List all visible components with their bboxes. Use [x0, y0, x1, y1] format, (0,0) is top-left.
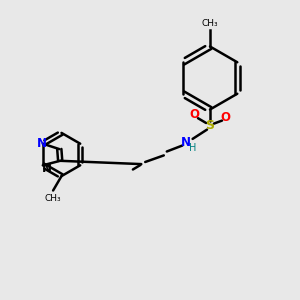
Text: N: N [41, 162, 51, 176]
Text: CH₃: CH₃ [202, 19, 218, 28]
Text: N: N [37, 136, 47, 150]
Text: O: O [220, 111, 231, 124]
Text: S: S [206, 119, 214, 133]
Text: H: H [189, 143, 196, 153]
Text: CH₃: CH₃ [45, 194, 61, 203]
Text: N: N [181, 136, 191, 149]
Text: O: O [189, 108, 200, 121]
